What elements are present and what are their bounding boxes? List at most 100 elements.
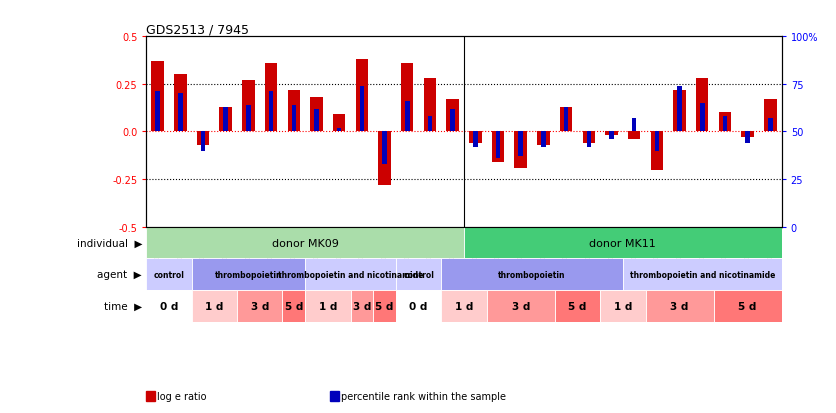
- Bar: [337, 128, 341, 132]
- Text: agent  ▶: agent ▶: [98, 270, 142, 280]
- Bar: [623, 259, 782, 290]
- Bar: [196, 132, 209, 145]
- Bar: [514, 132, 527, 168]
- Bar: [396, 259, 441, 290]
- Bar: [563, 107, 568, 132]
- Bar: [379, 132, 390, 185]
- Bar: [628, 132, 640, 140]
- Bar: [146, 227, 464, 259]
- Bar: [768, 119, 772, 132]
- Bar: [220, 107, 232, 132]
- Bar: [673, 90, 686, 132]
- Text: 5 d: 5 d: [375, 301, 394, 311]
- Bar: [605, 132, 618, 136]
- Text: control: control: [154, 270, 185, 279]
- Bar: [496, 132, 500, 159]
- Text: thrombopoietin and nicotinamide: thrombopoietin and nicotinamide: [278, 270, 423, 279]
- Text: 1 d: 1 d: [614, 301, 632, 311]
- Bar: [146, 259, 191, 290]
- Bar: [242, 81, 255, 132]
- Text: thrombopoietin and nicotinamide: thrombopoietin and nicotinamide: [630, 270, 775, 279]
- Text: GDS2513 / 7945: GDS2513 / 7945: [146, 23, 249, 36]
- Bar: [473, 132, 477, 147]
- Bar: [401, 64, 414, 132]
- Bar: [178, 94, 182, 132]
- Bar: [541, 132, 546, 147]
- Bar: [538, 132, 549, 145]
- Text: 3 d: 3 d: [512, 301, 530, 311]
- Bar: [191, 290, 237, 322]
- Bar: [424, 79, 436, 132]
- Bar: [518, 132, 523, 157]
- Bar: [155, 92, 160, 132]
- Bar: [396, 290, 441, 322]
- Bar: [722, 117, 727, 132]
- Text: 0 d: 0 d: [160, 301, 178, 311]
- Bar: [305, 259, 396, 290]
- Bar: [355, 60, 368, 132]
- Bar: [283, 290, 305, 322]
- Bar: [714, 290, 782, 322]
- Text: donor MK11: donor MK11: [589, 238, 656, 248]
- Bar: [746, 132, 750, 144]
- Bar: [469, 132, 482, 144]
- Bar: [677, 87, 682, 132]
- Text: 1 d: 1 d: [455, 301, 473, 311]
- Bar: [191, 259, 305, 290]
- Bar: [292, 106, 296, 132]
- Bar: [487, 290, 555, 322]
- Bar: [223, 107, 228, 132]
- Text: 3 d: 3 d: [670, 301, 689, 311]
- Bar: [645, 290, 714, 322]
- Text: thrombopoietin: thrombopoietin: [498, 270, 566, 279]
- Text: 1 d: 1 d: [319, 301, 337, 311]
- Bar: [587, 132, 591, 147]
- Text: percentile rank within the sample: percentile rank within the sample: [341, 391, 506, 401]
- Text: 3 d: 3 d: [251, 301, 269, 311]
- Text: donor MK09: donor MK09: [272, 238, 339, 248]
- Bar: [451, 109, 455, 132]
- Bar: [269, 92, 273, 132]
- Text: 1 d: 1 d: [205, 301, 223, 311]
- Text: 5 d: 5 d: [568, 301, 587, 311]
- Bar: [560, 107, 573, 132]
- Bar: [265, 64, 278, 132]
- Bar: [492, 132, 504, 163]
- Bar: [609, 132, 614, 140]
- Bar: [719, 113, 732, 132]
- Bar: [441, 290, 487, 322]
- Text: 5 d: 5 d: [284, 301, 303, 311]
- Bar: [655, 132, 659, 151]
- Bar: [441, 259, 623, 290]
- Bar: [288, 90, 300, 132]
- Bar: [201, 132, 206, 151]
- Bar: [310, 98, 323, 132]
- Bar: [237, 290, 283, 322]
- Text: control: control: [403, 270, 434, 279]
- Bar: [373, 290, 396, 322]
- Bar: [246, 106, 251, 132]
- Bar: [382, 132, 387, 164]
- Text: time  ▶: time ▶: [104, 301, 142, 311]
- Text: individual  ▶: individual ▶: [77, 238, 142, 248]
- Text: 5 d: 5 d: [738, 301, 757, 311]
- Bar: [464, 227, 782, 259]
- Bar: [650, 132, 663, 170]
- Bar: [146, 290, 191, 322]
- Bar: [583, 132, 595, 144]
- Bar: [632, 119, 636, 132]
- Bar: [174, 75, 186, 132]
- Bar: [764, 100, 777, 132]
- Bar: [405, 102, 410, 132]
- Bar: [350, 290, 373, 322]
- Bar: [314, 109, 319, 132]
- Text: thrombopoietin: thrombopoietin: [215, 270, 283, 279]
- Text: 3 d: 3 d: [353, 301, 371, 311]
- Bar: [151, 62, 164, 132]
- Bar: [600, 290, 645, 322]
- Text: 0 d: 0 d: [410, 301, 428, 311]
- Bar: [555, 290, 600, 322]
- Bar: [696, 79, 708, 132]
- Bar: [333, 115, 345, 132]
- Bar: [428, 117, 432, 132]
